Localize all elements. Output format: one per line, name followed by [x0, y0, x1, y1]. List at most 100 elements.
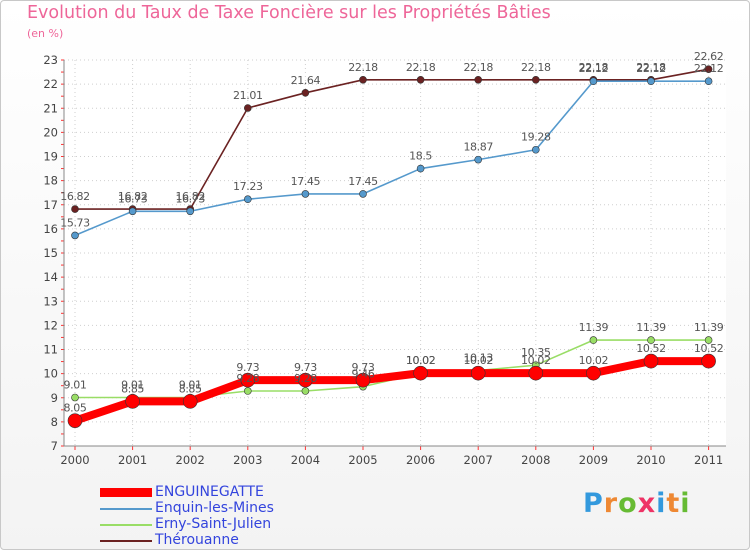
- data-label-erny-saint-julien: 9.46: [352, 368, 375, 381]
- data-label-therouanne: 16.82: [175, 190, 205, 203]
- data-label-therouanne: 22.18: [348, 61, 378, 74]
- x-tick-label: 2010: [636, 453, 665, 467]
- data-label-enquin-les-mines: 18.5: [409, 150, 432, 163]
- series-line-therouanne: [75, 68, 709, 210]
- x-tick-label: 2006: [406, 453, 435, 467]
- data-point-erny-saint-julien: [647, 336, 655, 344]
- data-label-therouanne: 22.18: [579, 61, 609, 74]
- data-point-therouanne: [359, 75, 367, 84]
- data-label-therouanne: 16.82: [118, 190, 148, 203]
- data-label-enguinegatte: 9.73: [294, 361, 317, 374]
- legend-label-enguinegatte: ENGUINEGATTE: [155, 484, 264, 500]
- logo-letter: P: [583, 488, 604, 519]
- x-tick-label: 2003: [233, 453, 262, 467]
- x-tick-label: 2004: [291, 453, 320, 467]
- data-point-enquin-les-mines: [704, 77, 713, 86]
- logo-letter: r: [603, 488, 619, 519]
- data-label-enquin-les-mines: 18.87: [463, 141, 493, 154]
- data-point-enguinegatte: [413, 365, 428, 381]
- plot-area: [64, 60, 726, 446]
- data-label-erny-saint-julien: 9.01: [121, 379, 144, 392]
- data-label-enguinegatte: 10.02: [521, 354, 551, 367]
- data-label-enguinegatte: 8.85: [179, 382, 202, 395]
- data-point-enquin-les-mines: [244, 195, 252, 204]
- data-label-enguinegatte: 10.02: [579, 354, 609, 367]
- data-label-enquin-les-mines: 22.12: [694, 62, 724, 75]
- data-point-enquin-les-mines: [531, 145, 540, 154]
- data-point-erny-saint-julien: [704, 336, 713, 344]
- y-tick-label: 16: [43, 222, 58, 236]
- y-tick-label: 23: [43, 53, 58, 67]
- data-point-enquin-les-mines: [301, 190, 310, 198]
- data-label-erny-saint-julien: 9.28: [236, 372, 259, 385]
- data-label-erny-saint-julien: 9.01: [64, 379, 87, 392]
- data-label-therouanne: 22.62: [694, 50, 724, 63]
- y-tick-label: 11: [43, 343, 58, 357]
- proxiti-logo: Proxiti: [583, 488, 691, 519]
- data-point-enguinegatte: [528, 365, 544, 381]
- logo-letter: o: [618, 488, 638, 519]
- x-tick-label: 2008: [521, 453, 550, 467]
- logo-letter: x: [637, 488, 657, 519]
- data-point-enquin-les-mines: [186, 207, 194, 216]
- data-label-enguinegatte: 10.52: [694, 342, 724, 355]
- data-label-therouanne: 22.18: [521, 61, 551, 74]
- y-tick-label: 12: [43, 318, 58, 332]
- data-point-erny-saint-julien: [244, 387, 252, 395]
- data-point-therouanne: [416, 75, 425, 84]
- data-point-enguinegatte: [586, 365, 601, 381]
- data-label-enguinegatte: 10.02: [406, 354, 436, 367]
- data-point-enguinegatte: [240, 372, 256, 388]
- data-point-enquin-les-mines: [128, 207, 137, 216]
- data-label-therouanne: 22.18: [406, 61, 436, 74]
- data-label-enquin-les-mines: 17.45: [348, 175, 378, 188]
- data-point-enguinegatte: [643, 353, 659, 369]
- data-label-enquin-les-mines: 17.45: [291, 175, 321, 188]
- data-point-therouanne: [531, 75, 540, 84]
- data-point-therouanne: [301, 89, 310, 97]
- data-point-enquin-les-mines: [474, 155, 483, 164]
- data-point-enguinegatte: [355, 372, 371, 388]
- y-tick-label: 7: [51, 439, 58, 453]
- data-label-enguinegatte: 8.05: [64, 402, 87, 415]
- logo-letter: t: [666, 488, 681, 519]
- x-tick-label: 2000: [60, 453, 89, 467]
- data-point-enquin-les-mines: [589, 77, 598, 86]
- data-label-erny-saint-julien: 9.01: [179, 379, 202, 392]
- data-label-enguinegatte: 10.02: [463, 354, 493, 367]
- data-point-therouanne: [704, 65, 713, 73]
- data-label-enguinegatte: 10.52: [636, 342, 666, 355]
- chart-title: Evolution du Taux de Taxe Foncière sur l…: [27, 3, 551, 23]
- unit-label: (en %): [27, 27, 64, 40]
- y-tick-label: 10: [43, 367, 58, 381]
- data-label-erny-saint-julien: 11.39: [636, 321, 666, 334]
- x-tick-label: 2009: [579, 453, 608, 467]
- data-point-enguinegatte: [298, 372, 313, 388]
- data-label-enquin-les-mines: 16.73: [118, 192, 148, 205]
- data-label-enquin-les-mines: 19.28: [521, 131, 551, 144]
- series-line-enguinegatte: [73, 357, 709, 425]
- data-label-enguinegatte: 9.73: [352, 361, 375, 374]
- data-label-therouanne: 22.18: [463, 61, 493, 74]
- data-label-erny-saint-julien: 9.28: [294, 372, 317, 385]
- series-line-enquin-les-mines: [74, 80, 709, 237]
- data-point-enguinegatte: [125, 394, 140, 409]
- data-label-therouanne: 21.64: [291, 74, 321, 87]
- data-point-therouanne: [474, 75, 483, 84]
- x-tick-label: 2001: [118, 453, 147, 467]
- data-label-erny-saint-julien: 11.39: [694, 321, 724, 334]
- y-tick-label: 9: [51, 391, 58, 405]
- data-point-therouanne: [71, 205, 79, 213]
- y-tick-label: 20: [43, 125, 58, 139]
- y-tick-label: 21: [43, 101, 58, 115]
- y-tick-label: 17: [43, 198, 58, 212]
- data-point-erny-saint-julien: [589, 336, 598, 344]
- data-label-erny-saint-julien: 10.02: [406, 354, 436, 367]
- data-point-enguinegatte: [67, 413, 83, 428]
- logo-letter: i: [656, 488, 667, 519]
- data-label-enquin-les-mines: 16.73: [175, 192, 205, 205]
- x-tick-label: 2005: [348, 453, 377, 467]
- data-label-erny-saint-julien: 10.35: [521, 346, 551, 359]
- y-tick-label: 15: [43, 246, 58, 260]
- data-label-therouanne: 21.01: [233, 89, 263, 102]
